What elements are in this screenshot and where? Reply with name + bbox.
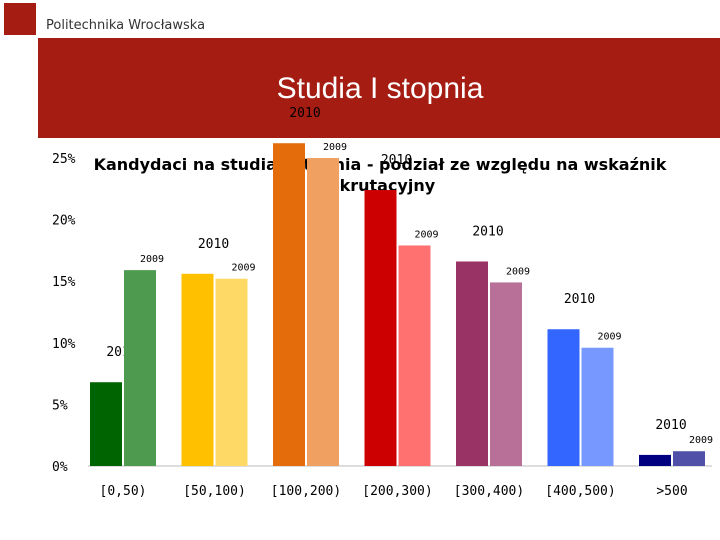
header-bar: Politechnika Wrocławska: [0, 0, 720, 38]
y-tick-label: 10%: [52, 337, 76, 352]
title-band-margin: [0, 38, 38, 138]
bar-2010-2: [273, 143, 305, 466]
bar-2009-0: [124, 270, 156, 466]
x-category-label: [50,100): [183, 484, 246, 499]
x-category-label: >500: [656, 484, 687, 499]
bar-2009-3: [398, 245, 431, 466]
y-tick-label: 25%: [52, 152, 76, 167]
bar-label-2010-6: 2010: [655, 418, 686, 433]
y-tick-label: 5%: [52, 398, 68, 413]
bar-label-2010-2: 2010: [289, 106, 320, 121]
bar-2009-2: [307, 158, 339, 466]
title-band: [0, 38, 720, 138]
bar-2010-3: [364, 190, 397, 467]
y-tick-label: 15%: [52, 275, 76, 290]
chart-title-line-1: Kandydaci na studia I stopnia - podział …: [94, 155, 667, 174]
x-category-label: [100,200): [271, 484, 341, 499]
university-logo-icon: [4, 3, 36, 35]
bar-label-2009-4: 2009: [506, 266, 530, 277]
bar-2010-5: [547, 329, 580, 466]
bar-2010-6: [639, 454, 671, 466]
x-category-label: [0,50): [100, 484, 147, 499]
bar-2010-0: [90, 382, 122, 466]
bar-label-2009-0: 2009: [140, 254, 164, 265]
organization-name: Politechnika Wrocławska: [46, 18, 206, 33]
chart-title-line-2: rekrutacyjny: [321, 176, 436, 195]
x-category-label: [200,300): [362, 484, 432, 499]
slide-title: Studia I stopnia: [276, 72, 484, 105]
bar-label-2009-6: 2009: [689, 435, 713, 446]
bar-label-2010-4: 2010: [472, 224, 503, 239]
bar-2009-4: [490, 282, 522, 466]
bar-2009-6: [673, 451, 705, 466]
bar-label-2010-1: 2010: [198, 237, 229, 252]
x-category-label: [300,400): [454, 484, 524, 499]
bar-2010-4: [456, 261, 488, 466]
bar-label-2010-5: 2010: [564, 292, 595, 307]
bar-label-2009-1: 2009: [231, 263, 255, 274]
bar-2009-1: [215, 278, 248, 466]
bar-label-2010-3: 2010: [381, 153, 412, 168]
bar-label-2009-5: 2009: [597, 332, 621, 343]
bar-label-2009-2: 2009: [323, 142, 347, 153]
bar-label-2009-3: 2009: [414, 229, 438, 240]
bar-2010-1: [181, 273, 214, 466]
y-tick-label: 20%: [52, 214, 76, 229]
y-tick-label: 0%: [52, 460, 68, 475]
x-category-label: [400,500): [545, 484, 615, 499]
bar-2009-5: [581, 347, 614, 466]
